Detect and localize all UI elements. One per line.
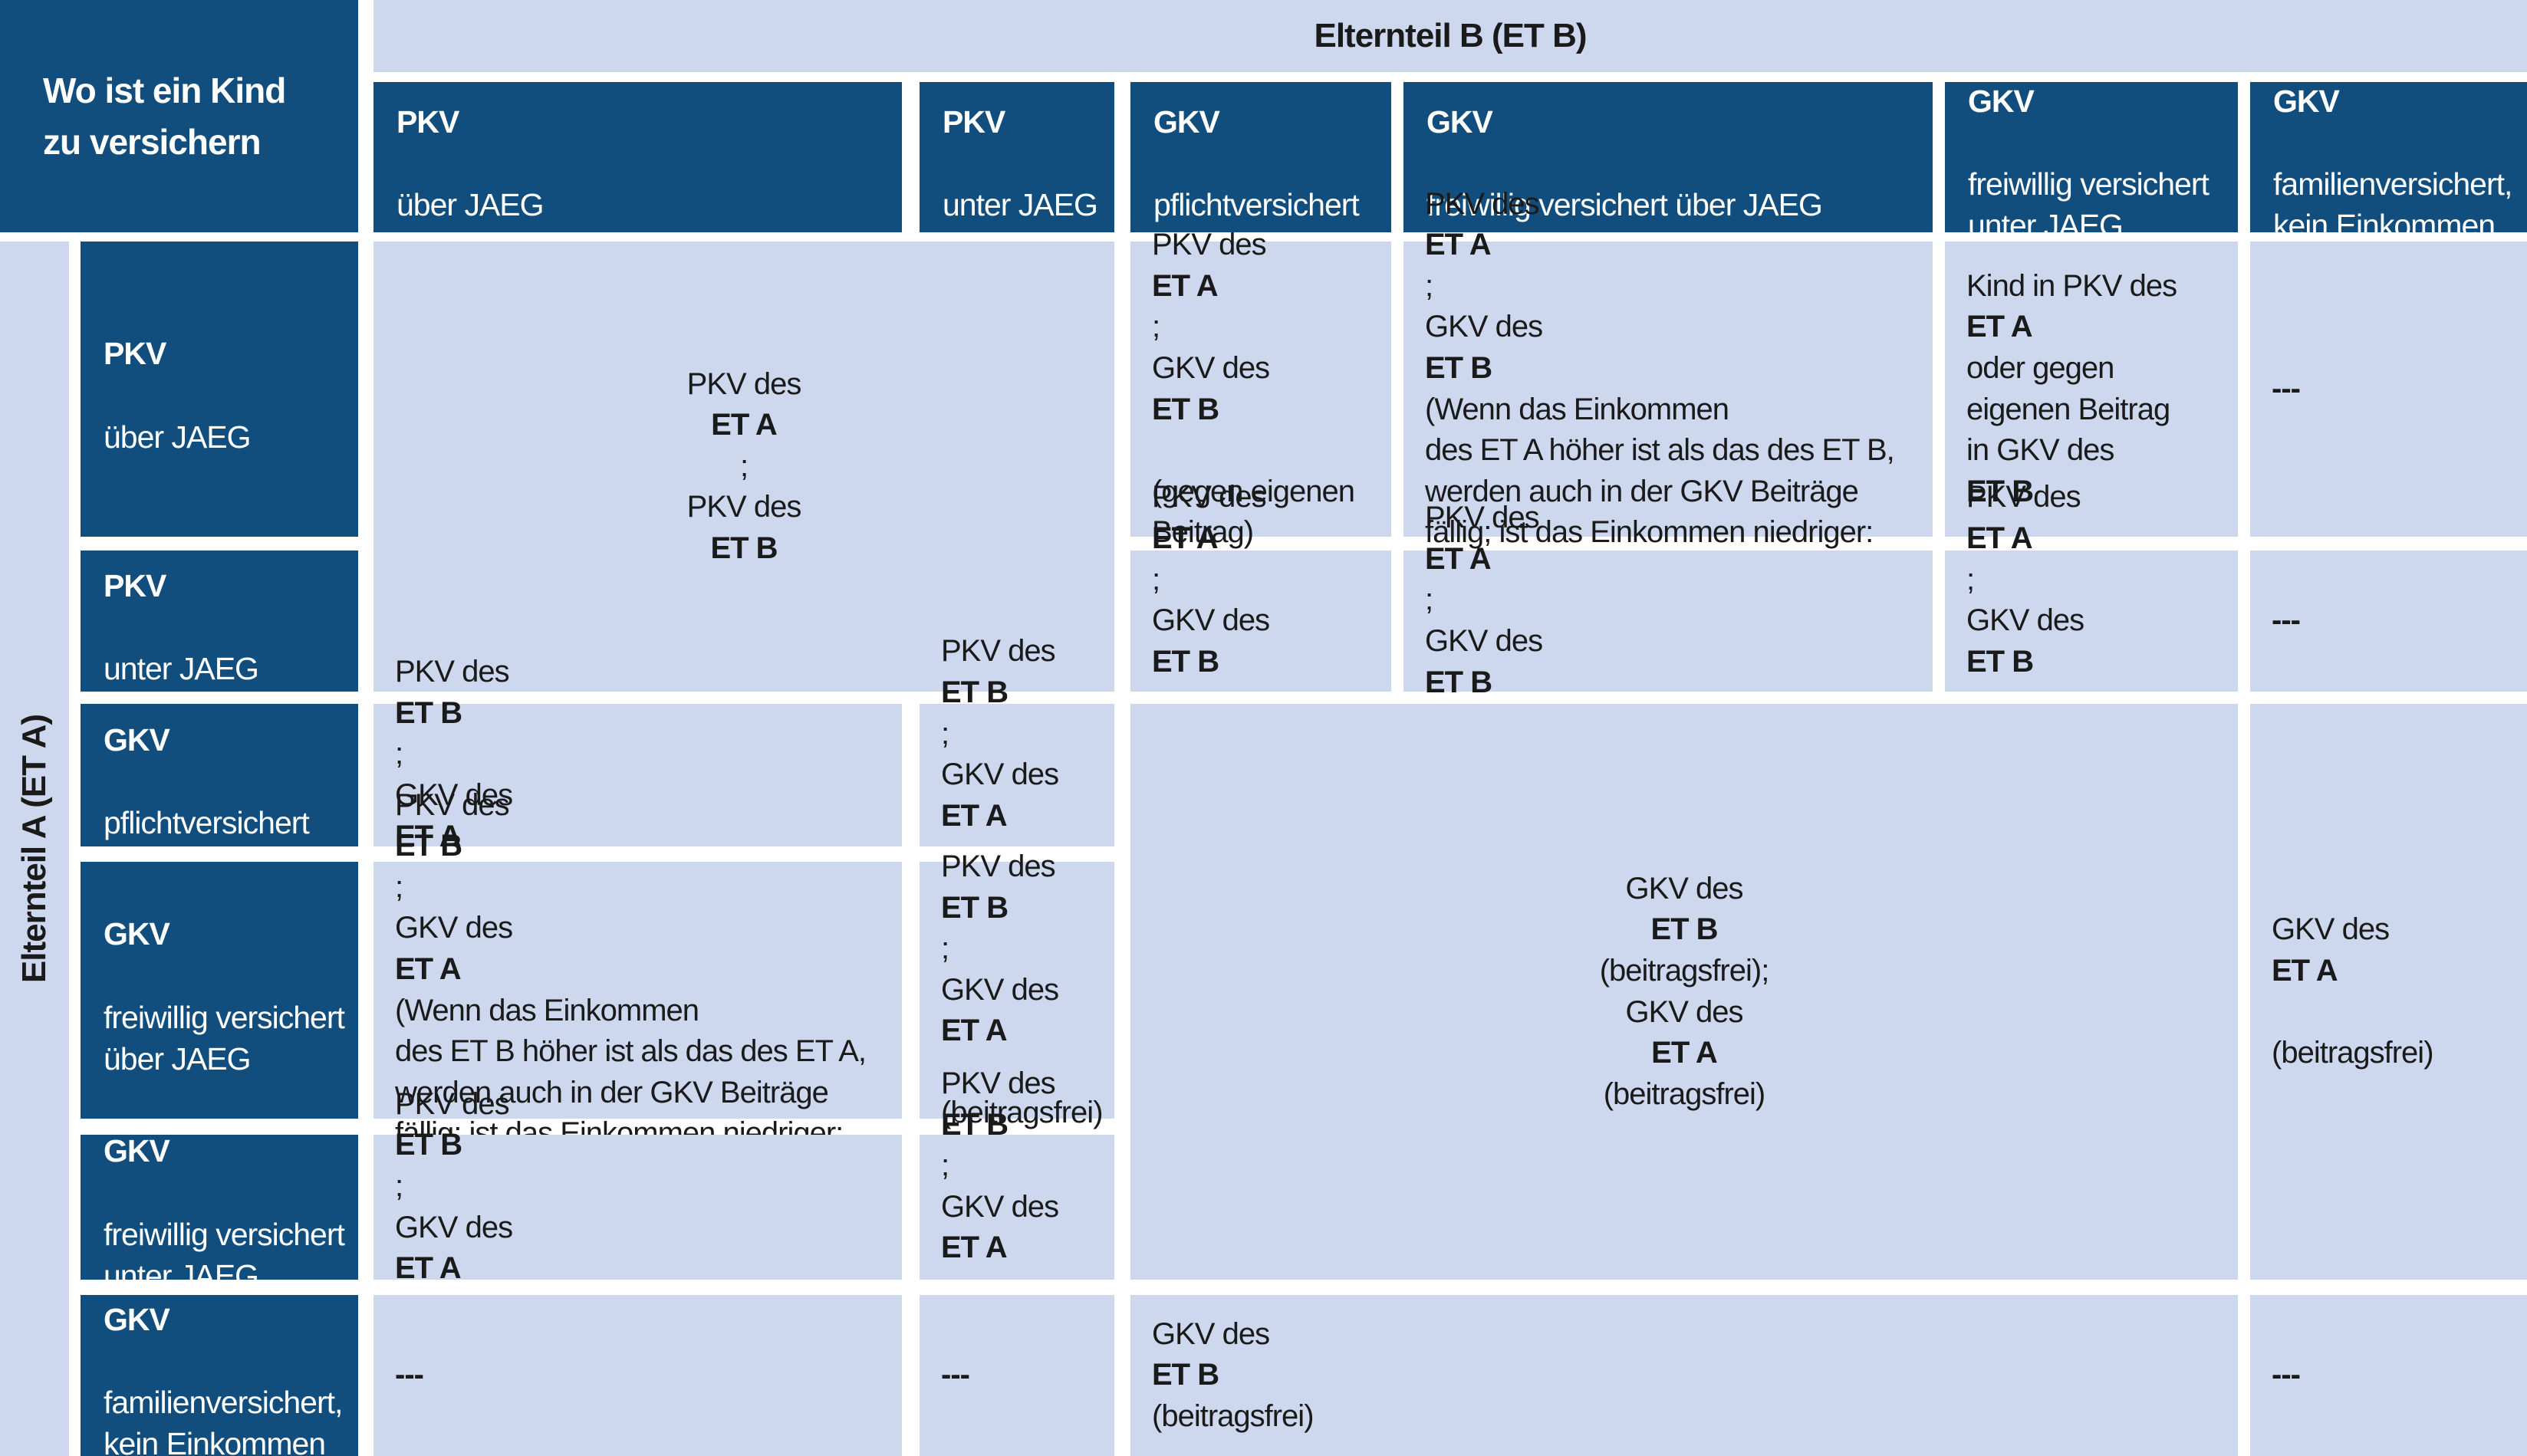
cell-r6-c6-dash: --- [2250, 1295, 2527, 1456]
corner-title: Wo ist ein Kind zu versichern [0, 0, 358, 232]
cell-center-merged: GKV des ET B (beitragsfrei); GKV des ET A… [1130, 704, 2238, 1280]
cell-r6-c2-dash: --- [920, 1295, 1114, 1456]
col-header-gkv-freiwillig-ueber-jaeg: GKV freiwillig versichert über JAEG [1403, 82, 1933, 232]
cell-r4-c1: PKV des ET B;GKV des ET A (Wenn das Eink… [373, 788, 902, 1191]
cell-r1-c6-dash: --- [2250, 242, 2527, 537]
cell-r2-c3: PKV des ET A;GKV des ET B(beitragsfrei) [1130, 480, 1391, 761]
cell-r1-c3: PKV des ET A; GKV des ET B (gegen eigenen B… [1130, 228, 1391, 549]
row-header-gkv-pflichtversichert: GKV pflichtversichert [81, 704, 358, 846]
parent-b-band: Elternteil B (ET B) [373, 0, 2527, 72]
row-header-gkv-freiwillig-unter-jaeg: GKV freiwillig versichert unter JAEG [81, 1133, 358, 1293]
cell-r5-c2: PKV des ET B;GKV des ET A(beitragsfrei) [920, 1067, 1114, 1346]
row-header-gkv-familienversichert: GKV familienversichert, kein Einkommen [81, 1295, 358, 1456]
cell-r2-c4: PKV des ET A;GKV des ET B (beitragsfrei) [1403, 501, 1933, 740]
col-header-gkv-familienversichert: GKV familienversichert, kein Einkommen [2250, 82, 2527, 243]
cell-r4-c2: PKV des ET B; GKV des ET A (beitragsfrei) [920, 850, 1114, 1129]
row-header-gkv-freiwillig-ueber-jaeg: GKV freiwillig versichert über JAEG [81, 862, 358, 1119]
cell-r2-c5: PKV des ET A;GKV des ET B(beitragsfrei) [1945, 480, 2238, 761]
cell-pkv-both-merged: PKV des ET A; PKV des ET B [373, 242, 1114, 692]
col-header-pkv-ueber-jaeg: PKV über JAEG [373, 82, 902, 232]
parent-a-label: Elternteil A (ET A) [15, 714, 53, 984]
cell-r5-c1: PKV des ET B;GKV des ET A (gegen eigenen… [373, 1087, 902, 1326]
cell-r2-c6-dash: --- [2250, 551, 2527, 692]
cell-r3-c2: PKV des ET B;GKV des ET A(beitragsfrei) [920, 634, 1114, 915]
cell-r1-c5: Kind in PKV des ET A oder gegen eigenen Be… [1945, 242, 2238, 537]
cell-r6-center-merged: GKV des ET B (beitragsfrei) [1130, 1295, 2238, 1456]
cell-col6-merged: GKV des ET A (beitragsfrei) [2250, 704, 2527, 1280]
col-header-gkv-freiwillig-unter-jaeg: GKV freiwillig versichert unter JAEG [1945, 82, 2238, 243]
parent-a-strip: Elternteil A (ET A) [0, 242, 69, 1456]
cell-r1-c4: PKV des ET A;GKV des ET B (Wenn das Eink… [1403, 187, 1933, 590]
row-header-pkv-unter-jaeg: PKV unter JAEG [81, 551, 358, 692]
cell-r6-c1-dash: --- [373, 1295, 902, 1456]
col-header-gkv-pflichtversichert: GKV pflichtversichert [1130, 82, 1391, 232]
col-header-pkv-unter-jaeg: PKV unter JAEG [920, 82, 1114, 232]
row-header-pkv-ueber-jaeg: PKV über JAEG [81, 242, 358, 537]
